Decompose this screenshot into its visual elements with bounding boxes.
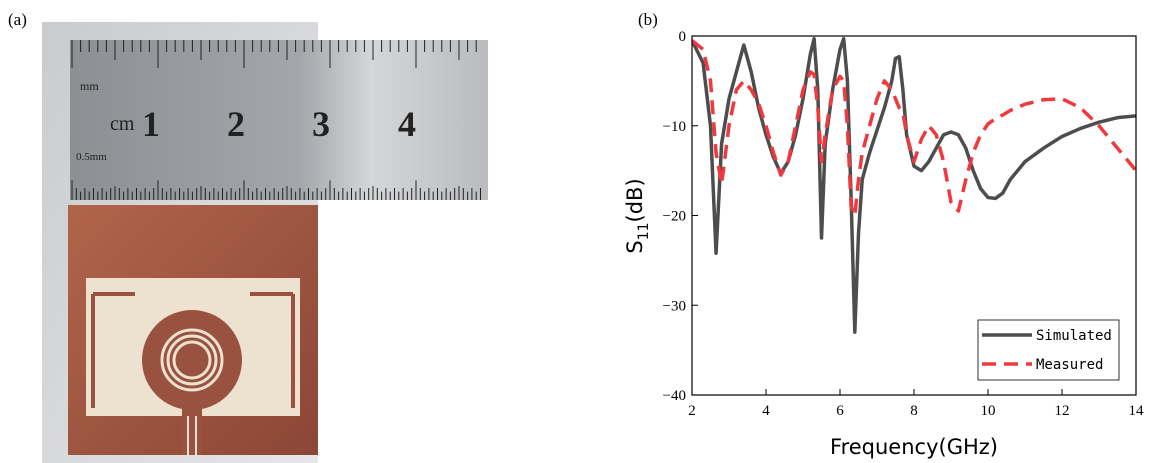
y-label-unit: (dB) [623, 178, 647, 222]
y-tick-label: −40 [663, 388, 686, 404]
antenna-ring [172, 340, 212, 380]
ruler-number: 1 [142, 104, 160, 144]
x-tick-label: 2 [688, 403, 696, 419]
antenna-strip [91, 292, 295, 408]
antenna-feed-gap [187, 416, 197, 455]
x-tick-label: 4 [762, 403, 770, 419]
x-tick-label: 14 [1129, 403, 1145, 419]
panel-label: (b) [638, 10, 658, 29]
series-line [692, 36, 1136, 334]
x-axis-label: Frequency(GHz) [830, 435, 998, 459]
x-tick-label: 10 [981, 403, 996, 419]
y-label-main: S [623, 240, 647, 253]
legend-label: Measured [1036, 357, 1103, 373]
y-tick-label: 0 [679, 29, 687, 45]
ruler-text: cm [110, 113, 135, 135]
legend-label: Simulated [1036, 328, 1112, 344]
series-line [692, 39, 1136, 218]
x-tick-label: 12 [1055, 403, 1070, 419]
ruler-ticks [71, 40, 481, 200]
antenna-feed [182, 408, 202, 455]
y-tick-label: −20 [663, 209, 686, 225]
ruler-text: mm [80, 79, 99, 93]
y-axis-label: S11(dB) [623, 178, 652, 253]
plot-area [692, 36, 1136, 334]
ruler-number: 2 [227, 104, 245, 144]
ruler-text: 0.5mm [76, 151, 107, 163]
x-tick-label: 8 [910, 403, 918, 419]
panel-label: (a) [8, 10, 27, 29]
y-tick-label: −10 [663, 119, 686, 135]
antenna-ring [160, 328, 224, 392]
photo: mm cm 0.5mm 1 2 3 4 [42, 22, 488, 463]
ruler-number: 4 [398, 104, 416, 144]
ruler [70, 40, 488, 200]
plot-frame [691, 35, 1137, 396]
antenna-patch [142, 310, 242, 410]
antenna-ring [166, 334, 218, 386]
ruler-number: 3 [312, 104, 330, 144]
y-label-sub: 11 [636, 222, 652, 240]
legend-box [977, 319, 1120, 381]
y-tick-label: −30 [663, 298, 686, 314]
x-tick-label: 6 [836, 403, 844, 419]
